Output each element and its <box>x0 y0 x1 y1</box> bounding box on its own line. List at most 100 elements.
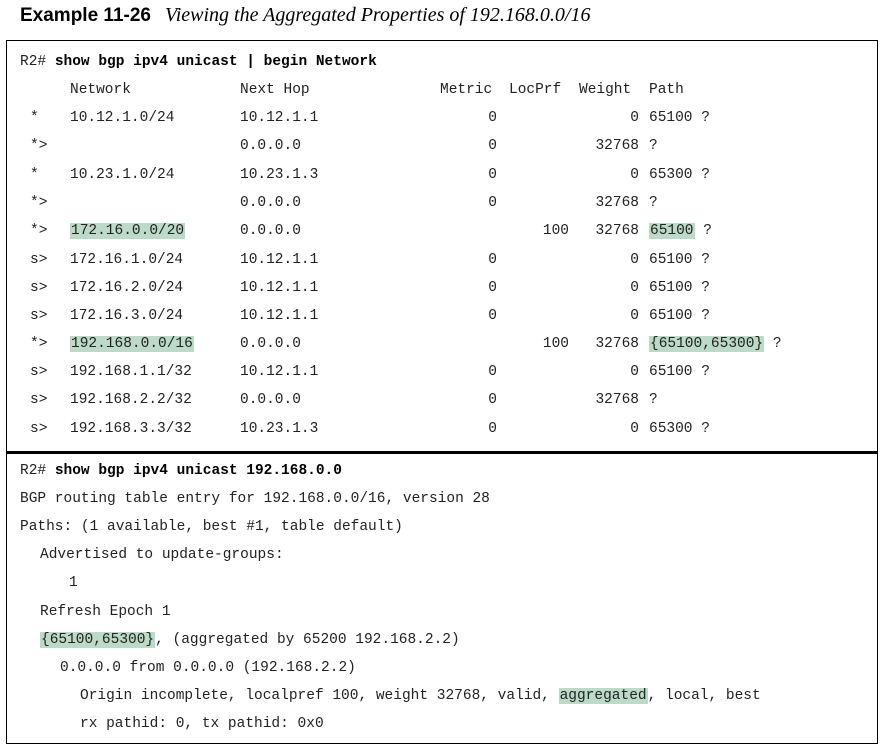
route-weight: 0 <box>630 110 639 126</box>
col-header-network: Network <box>70 82 131 98</box>
as-set-highlight: {65100,65300} <box>40 632 156 648</box>
command-line-2: R2# show bgp ipv4 unicast 192.168.0.0 <box>20 461 342 481</box>
route-origin: ? <box>649 138 658 154</box>
route-path: ? <box>649 136 658 156</box>
route-metric: 0 <box>488 252 497 268</box>
route-network: 192.168.3.3/32 <box>70 421 192 437</box>
detail-line: Refresh Epoch 1 <box>40 604 171 620</box>
route-weight: 32768 <box>595 195 639 211</box>
route-next-hop: 0.0.0.0 <box>240 138 301 154</box>
route-status: s> <box>30 308 48 324</box>
route-path: 65100 ? <box>649 362 710 382</box>
route-path: 65100 ? <box>649 306 710 326</box>
route-origin: ? <box>701 252 710 268</box>
example-title: Viewing the Aggregated Properties of 192… <box>164 4 591 26</box>
route-path: ? <box>649 390 658 410</box>
route-metric: 0 <box>488 280 497 296</box>
route-network: 172.16.0.0/20 <box>70 223 186 239</box>
route-as-path: 65100 <box>649 223 695 239</box>
route-status: s> <box>30 280 48 296</box>
route-origin: ? <box>701 364 710 380</box>
route-next-hop: 10.12.1.1 <box>240 364 319 380</box>
route-weight: 0 <box>630 308 639 324</box>
route-weight: 0 <box>630 280 639 296</box>
section-divider <box>6 451 878 454</box>
col-header-path: Path <box>649 82 684 98</box>
route-metric: 0 <box>488 308 497 324</box>
detail-line: {65100,65300}, (aggregated by 65200 192.… <box>40 630 460 650</box>
route-as-path: 65100 <box>649 280 693 296</box>
route-next-hop: 10.12.1.1 <box>240 280 319 296</box>
route-origin: ? <box>701 280 710 296</box>
route-status: *> <box>30 195 48 211</box>
route-origin: ? <box>701 308 710 324</box>
route-path: 65300 ? <box>649 419 710 439</box>
route-status: s> <box>30 364 48 380</box>
route-status: *> <box>30 336 48 352</box>
route-path: 65100 ? <box>649 221 712 241</box>
command-line-1: R2# show bgp ipv4 unicast | begin Networ… <box>20 52 377 72</box>
route-network: 192.168.2.2/32 <box>70 392 192 408</box>
route-next-hop: 0.0.0.0 <box>240 336 301 352</box>
route-next-hop: 0.0.0.0 <box>240 223 301 239</box>
route-path: 65100 ? <box>649 108 710 128</box>
cli-prompt: R2# <box>20 54 55 70</box>
route-status: s> <box>30 421 48 437</box>
detail-text: , (aggregated by 65200 192.168.2.2) <box>155 632 460 648</box>
route-locprf: 100 <box>542 336 569 352</box>
route-weight: 0 <box>630 421 639 437</box>
route-next-hop: 10.23.1.3 <box>240 167 319 183</box>
cli-output-box <box>6 40 878 744</box>
route-as-path: 65100 <box>649 308 693 324</box>
route-metric: 0 <box>488 110 497 126</box>
route-metric: 0 <box>488 167 497 183</box>
cli-command: show bgp ipv4 unicast 192.168.0.0 <box>54 463 342 479</box>
route-status: *> <box>30 138 48 154</box>
detail-line: Origin incomplete, localpref 100, weight… <box>80 686 761 706</box>
example-caption: Example 11-26 Viewing the Aggregated Prop… <box>20 4 591 32</box>
route-origin: ? <box>703 223 712 239</box>
route-next-hop: 10.23.1.3 <box>240 421 319 437</box>
col-header-weight: Weight <box>579 82 632 98</box>
route-weight: 32768 <box>595 392 639 408</box>
route-weight: 0 <box>630 364 639 380</box>
route-network: 172.16.2.0/24 <box>70 280 184 296</box>
route-metric: 0 <box>488 138 497 154</box>
route-weight: 32768 <box>595 223 639 239</box>
route-next-hop: 0.0.0.0 <box>240 195 301 211</box>
route-status: *> <box>30 223 48 239</box>
route-status: s> <box>30 392 48 408</box>
route-next-hop: 10.12.1.1 <box>240 110 319 126</box>
example-label: Example 11-26 <box>20 5 151 26</box>
route-as-path: 65100 <box>649 252 693 268</box>
col-header-locprf: LocPrf <box>509 82 562 98</box>
route-network: 10.12.1.0/24 <box>70 110 175 126</box>
route-as-path: 65300 <box>649 421 693 437</box>
route-path: ? <box>649 193 658 213</box>
route-status: s> <box>30 252 48 268</box>
route-as-path: 65100 <box>649 110 693 126</box>
route-origin: ? <box>701 421 710 437</box>
route-metric: 0 <box>488 364 497 380</box>
route-as-path: 65100 <box>649 364 693 380</box>
route-network: 192.168.1.1/32 <box>70 364 192 380</box>
aggregated-highlight: aggregated <box>558 688 648 704</box>
route-locprf: 100 <box>542 223 569 239</box>
route-metric: 0 <box>488 421 497 437</box>
detail-line: 1 <box>69 575 78 591</box>
route-metric: 0 <box>488 195 497 211</box>
route-next-hop: 10.12.1.1 <box>240 308 319 324</box>
route-weight: 0 <box>630 167 639 183</box>
detail-line: Paths: (1 available, best #1, table defa… <box>20 519 403 535</box>
route-status: * <box>30 110 39 126</box>
col-header-next-hop: Next Hop <box>240 82 310 98</box>
route-network: 192.168.0.0/16 <box>70 336 194 352</box>
route-network: 10.23.1.0/24 <box>70 167 175 183</box>
detail-text: Origin incomplete, localpref 100, weight… <box>80 688 559 704</box>
detail-line: Advertised to update-groups: <box>40 547 284 563</box>
route-next-hop: 0.0.0.0 <box>240 392 301 408</box>
route-network: 172.16.1.0/24 <box>70 252 184 268</box>
route-origin: ? <box>772 336 782 352</box>
route-metric: 0 <box>488 392 497 408</box>
detail-line: BGP routing table entry for 192.168.0.0/… <box>20 491 490 507</box>
